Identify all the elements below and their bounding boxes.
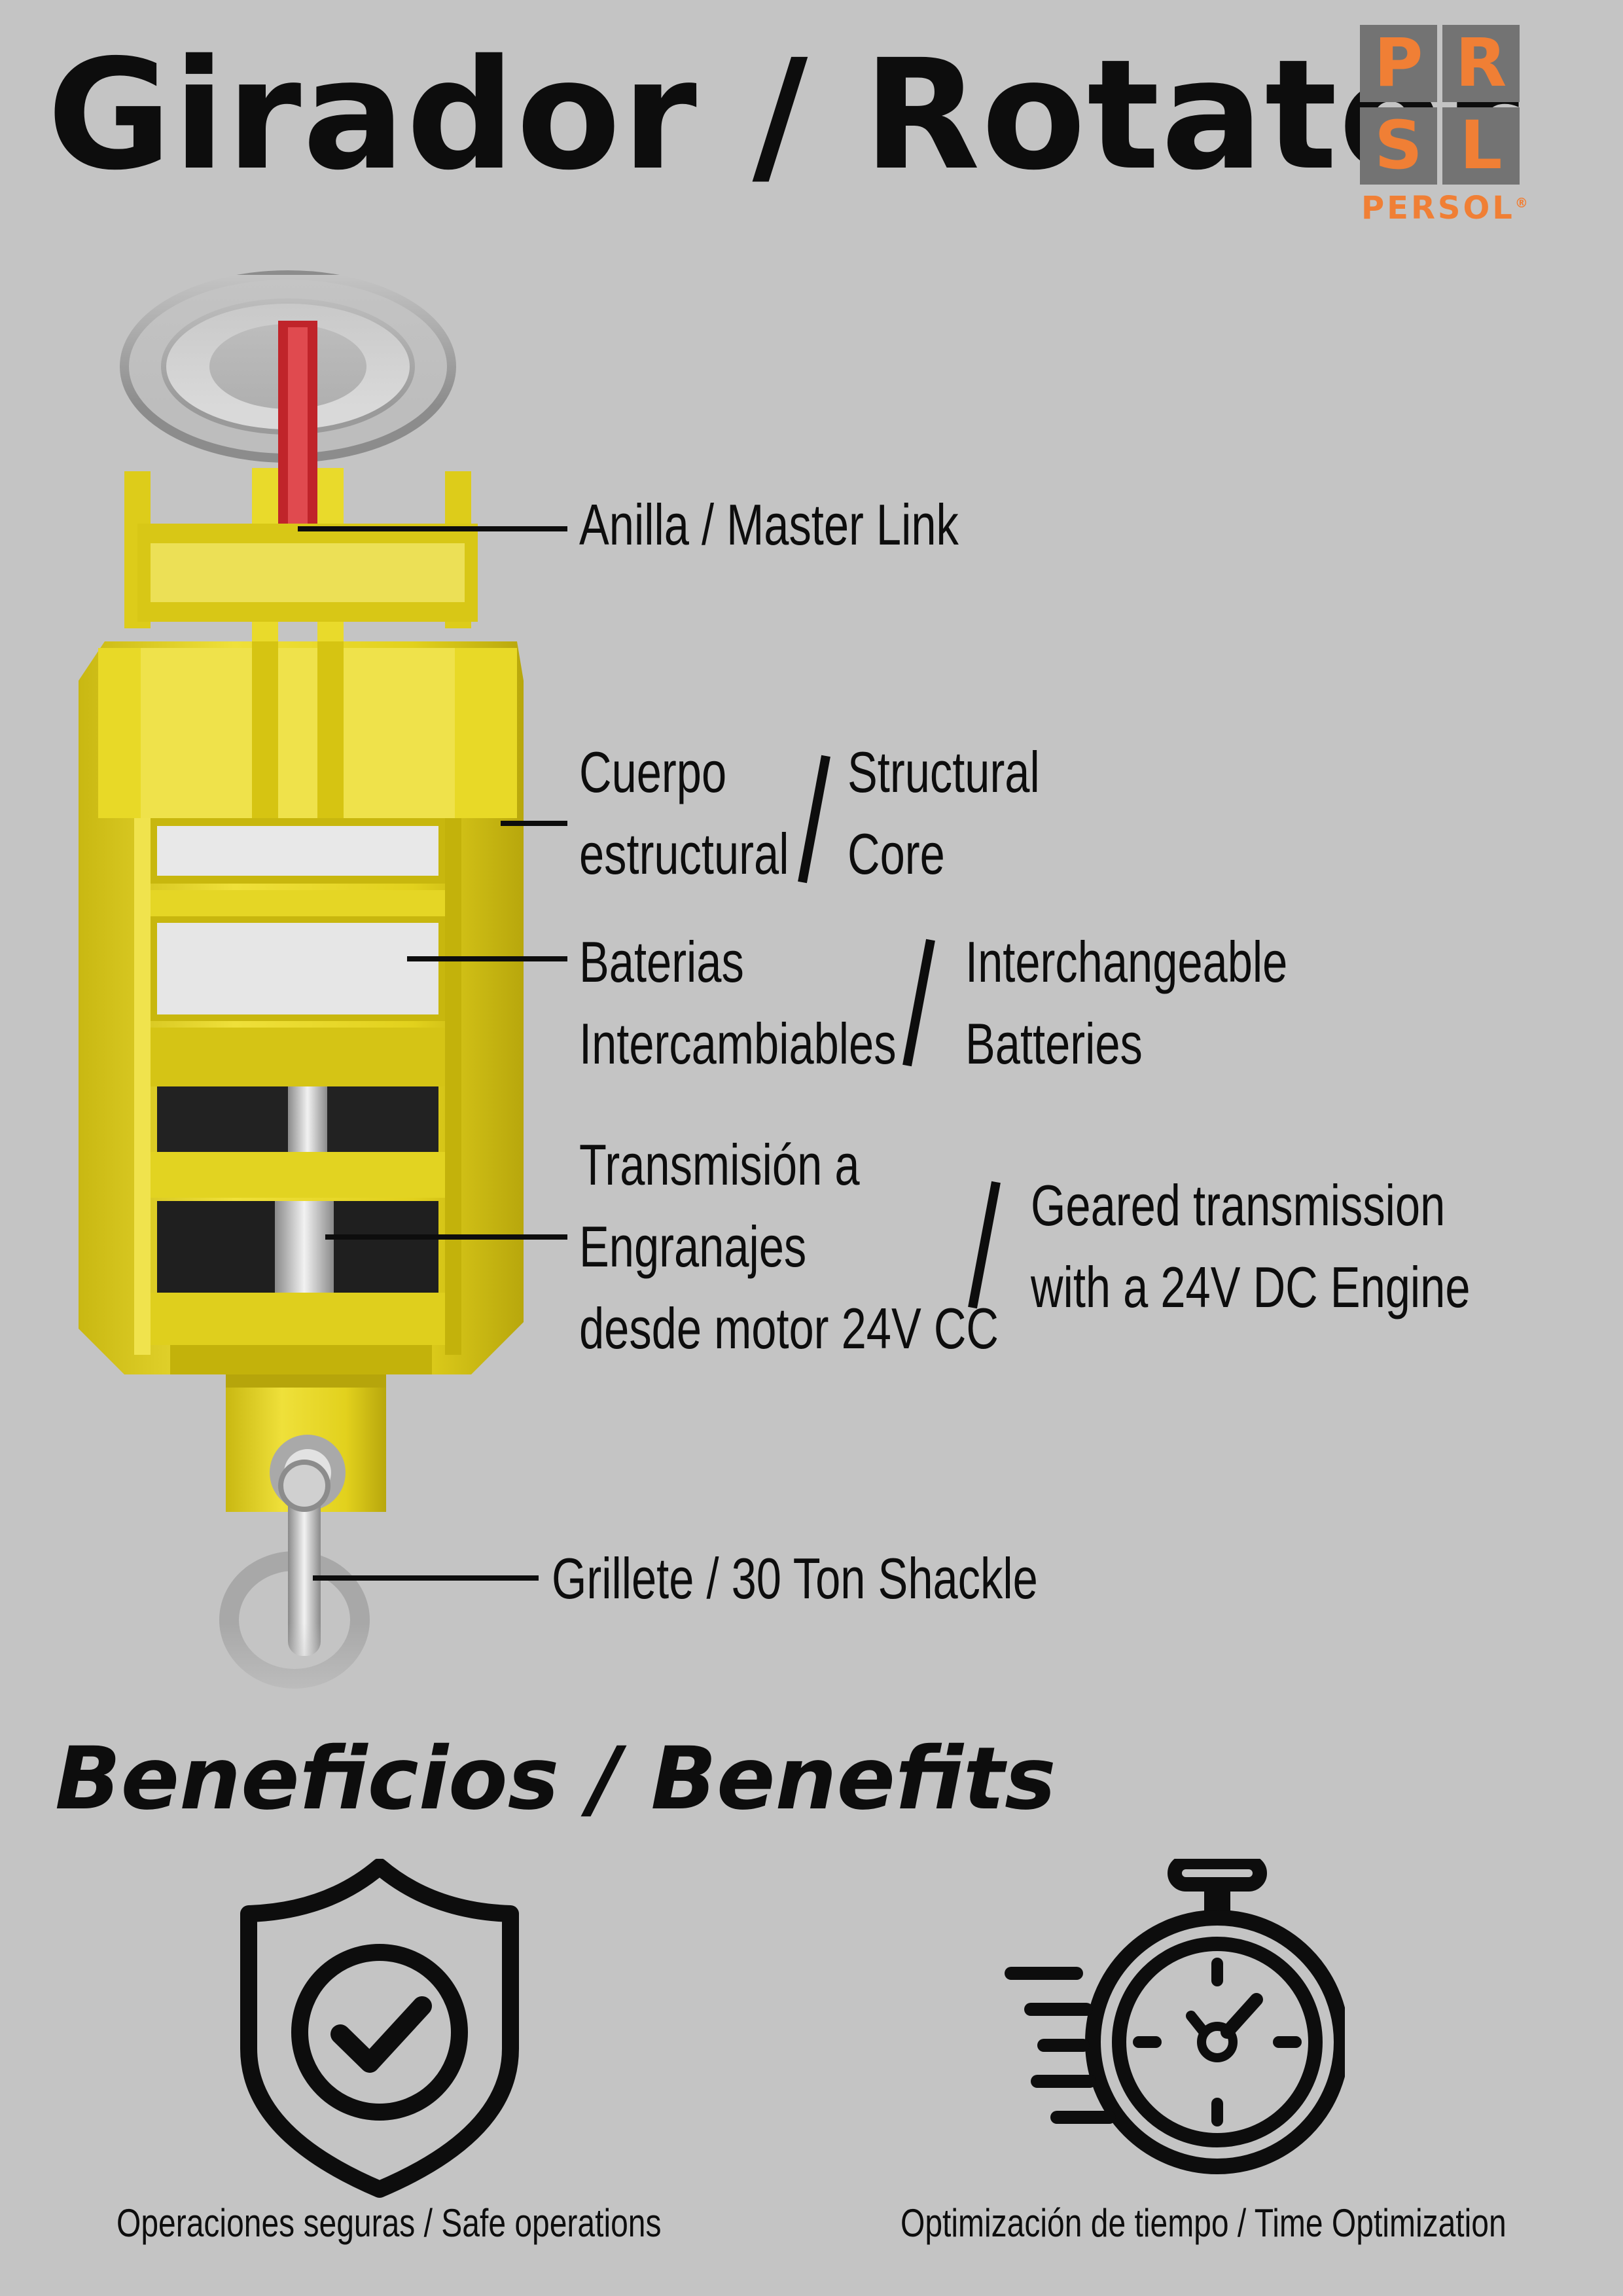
- callout-master-link: Anilla / Master Link: [579, 492, 959, 557]
- callout-core-es-1: Cuerpo: [579, 740, 727, 804]
- logo-letter: R: [1442, 25, 1520, 102]
- callout-core-en-2: Core: [847, 821, 945, 886]
- benefit-label-time-optimization: Optimización de tiempo / Time Optimizati…: [901, 2201, 1507, 2245]
- callout-core-es-2: estructural: [579, 821, 789, 886]
- benefit-label-safe-operations: Operaciones seguras / Safe operations: [116, 2201, 662, 2245]
- logo-letter: L: [1442, 107, 1520, 185]
- structural-core: [79, 468, 524, 1374]
- logo-letter: P: [1360, 25, 1437, 102]
- page-title: Girador / Rotator: [47, 27, 1521, 204]
- callout-batteries-en-1: Interchangeable: [965, 929, 1288, 994]
- callout-transmission-en-1: Geared transmission: [1031, 1173, 1446, 1238]
- logo-wordmark: PERSOL®: [1361, 190, 1528, 226]
- benefits-title: Beneficios / Benefits: [55, 1729, 1056, 1829]
- callout-transmission-es-3: desde motor 24V CC: [579, 1296, 999, 1361]
- stopwatch-icon: [1005, 1859, 1345, 2174]
- logo-letter: S: [1360, 107, 1437, 185]
- callout-transmission-es-2: Engranajes: [579, 1214, 807, 1279]
- callout-batteries-en-2: Batteries: [965, 1011, 1143, 1076]
- rotator-device-illustration: [79, 270, 1001, 1715]
- callout-batteries-es-1: Baterias: [579, 929, 744, 994]
- callout-transmission-es-1: Transmisión a: [579, 1132, 860, 1197]
- callout-core-en-1: Structural: [847, 740, 1040, 804]
- shield-check-icon: [240, 1859, 519, 2198]
- callout-transmission-en-2: with a 24V DC Engine: [1031, 1255, 1471, 1319]
- callout-shackle: Grillete / 30 Ton Shackle: [552, 1546, 1038, 1611]
- callout-batteries-es-2: Intercambiables: [579, 1011, 897, 1076]
- persol-logo: P R S L PERSOL®: [1360, 25, 1531, 228]
